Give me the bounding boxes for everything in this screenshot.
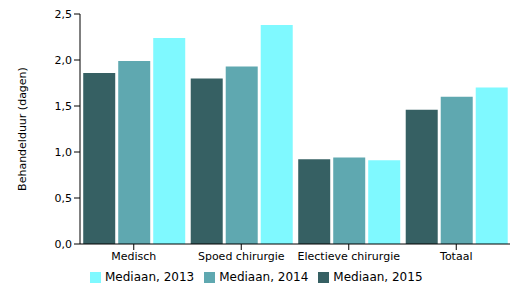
svg-text:Totaal: Totaal — [439, 250, 472, 263]
html-text:Mediaan, 2015: Mediaan, 2015 — [333, 270, 423, 284]
svg-text:1,0: 1,0 — [55, 146, 73, 159]
svg-text:2,0: 2,0 — [55, 54, 73, 67]
svg-text:Behandelduur (dagen): Behandelduur (dagen) — [16, 67, 29, 191]
svg-text:2,5: 2,5 — [55, 8, 73, 21]
html-text:Mediaan, 2013: Mediaan, 2013 — [105, 270, 195, 284]
svg-text:0,0: 0,0 — [55, 238, 73, 251]
svg-text:0,5: 0,5 — [55, 192, 73, 205]
svg-text:Spoed chirurgie: Spoed chirurgie — [198, 250, 285, 263]
svg-text:Electieve chirurgie: Electieve chirurgie — [298, 250, 401, 263]
html-text:Mediaan, 2014: Mediaan, 2014 — [219, 270, 309, 284]
svg-text:Medisch: Medisch — [111, 250, 156, 263]
svg-text:1,5: 1,5 — [55, 100, 73, 113]
